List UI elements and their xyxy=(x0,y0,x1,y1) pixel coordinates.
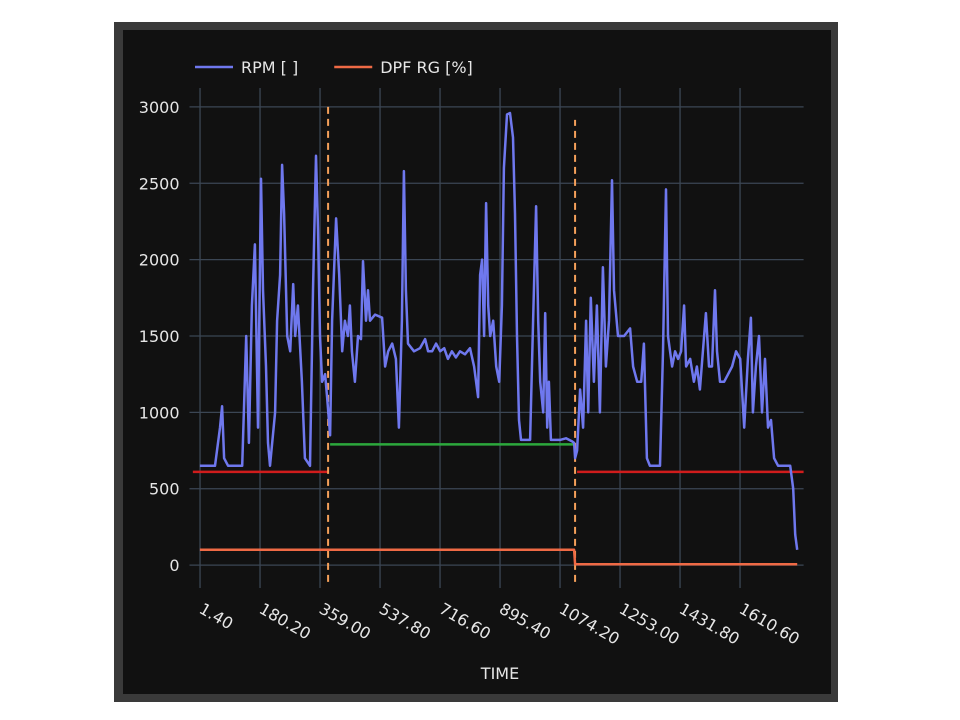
y-tick-label: 0 xyxy=(169,556,179,575)
y-tick-label: 3000 xyxy=(139,98,180,117)
x-axis-title: TIME xyxy=(480,664,519,683)
panel xyxy=(123,30,831,694)
y-tick-label: 500 xyxy=(149,480,180,499)
y-tick-label: 1500 xyxy=(139,327,180,346)
y-tick-label: 2500 xyxy=(139,174,180,193)
series-line xyxy=(199,111,799,550)
legend-label: RPM [ ] xyxy=(241,58,298,77)
legend-label: DPF RG [%] xyxy=(380,58,473,77)
y-tick-label: 2000 xyxy=(139,251,180,270)
y-tick-label: 1000 xyxy=(139,403,180,422)
series-line xyxy=(199,548,798,566)
